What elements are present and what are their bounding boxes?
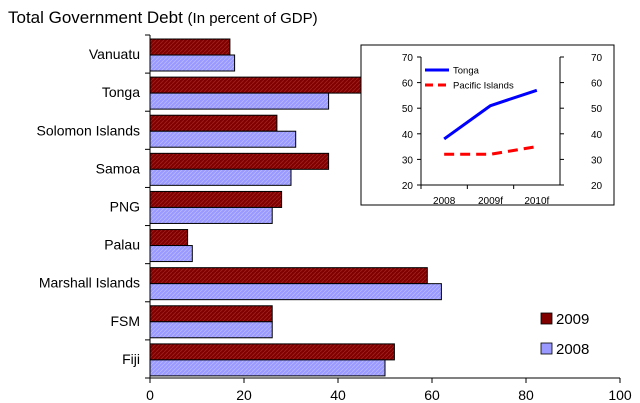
- category-label: Marshall Islands: [39, 275, 140, 291]
- legend-label-2008: 2008: [556, 341, 589, 358]
- inset-y2-tick-label: 30: [591, 155, 603, 166]
- inset-y-tick-label: 30: [402, 155, 414, 166]
- inset-y-tick-label: 60: [402, 79, 414, 90]
- inset-y2-tick-label: 60: [591, 79, 603, 90]
- category-label: Palau: [104, 237, 140, 253]
- x-tick-label: 40: [330, 387, 346, 403]
- category-label: Solomon Islands: [36, 122, 140, 138]
- inset-legend-label: Pacific Islands: [453, 81, 514, 92]
- inset-legend-label: Tonga: [453, 66, 480, 77]
- x-tick-label: 20: [236, 387, 252, 403]
- inset-frame: [360, 44, 615, 206]
- chart-title-main: Total Government Debt: [8, 8, 183, 27]
- bar-2009-fsm: [149, 305, 273, 323]
- inset-x-tick-label: 2010f: [524, 196, 549, 207]
- inset-y2-tick-label: 40: [591, 130, 603, 141]
- inset-y-tick-label: 70: [402, 53, 414, 64]
- bar-2009-marshall-islands: [149, 267, 428, 285]
- bar-2008-png: [149, 206, 273, 224]
- inset-y2-tick-label: 70: [591, 53, 603, 64]
- category-label: FSM: [110, 313, 140, 329]
- legend-swatch-2009: [540, 312, 553, 325]
- bar-2009-samoa: [149, 152, 330, 170]
- inset-x-tick-label: 2009f: [478, 196, 503, 207]
- bar-2009-vanuatu: [149, 38, 231, 56]
- legend-swatch-2008: [540, 342, 553, 355]
- bar-2009-png: [149, 190, 283, 208]
- x-tick-label: 100: [608, 387, 632, 403]
- legend-label-2009: 2009: [556, 311, 589, 328]
- inset-y-tick-label: 50: [402, 104, 414, 115]
- category-label: Samoa: [96, 160, 141, 176]
- bar-2008-fsm: [149, 321, 273, 339]
- category-label: PNG: [110, 199, 140, 215]
- inset-y2-tick-label: 20: [591, 181, 603, 192]
- bar-2008-solomon-islands: [149, 130, 297, 148]
- chart-title: Total Government Debt (In percent of GDP…: [8, 8, 318, 28]
- bar-2008-vanuatu: [149, 54, 236, 72]
- inset-y-tick-label: 40: [402, 130, 414, 141]
- inset-y-tick-label: 20: [402, 181, 414, 192]
- bar-chart: Vanuatu Tonga Solomon Islands Samoa PNG Palau…: [36, 34, 632, 403]
- bar-2009-solomon-islands: [149, 114, 278, 132]
- category-label: Tonga: [102, 84, 140, 100]
- chart-subtitle: (In percent of GDP): [187, 10, 318, 27]
- bar-2008-palau: [149, 245, 193, 263]
- x-tick-label: 80: [518, 387, 534, 403]
- x-tick-label: 0: [146, 387, 154, 403]
- bar-2009-tonga: [149, 76, 391, 94]
- bar-2008-samoa: [149, 168, 292, 186]
- inset-y2-tick-label: 50: [591, 104, 603, 115]
- bar-2009-fiji: [149, 343, 395, 361]
- inset-line-tonga: [443, 88, 538, 141]
- bar-2008-fiji: [149, 359, 386, 377]
- inset-line-chart: 20 30 40 50 60 70 20 30 40 50 60 70 2008 2009f 2010f To…: [360, 44, 615, 207]
- category-label: Fiji: [122, 351, 140, 367]
- inset-x-tick-label: 2008: [433, 196, 456, 207]
- category-label: Vanuatu: [89, 46, 140, 62]
- bar-2009-palau: [149, 229, 189, 247]
- bar-2008-tonga: [149, 92, 330, 110]
- bar-2008-marshall-islands: [149, 283, 442, 301]
- x-tick-label: 60: [424, 387, 440, 403]
